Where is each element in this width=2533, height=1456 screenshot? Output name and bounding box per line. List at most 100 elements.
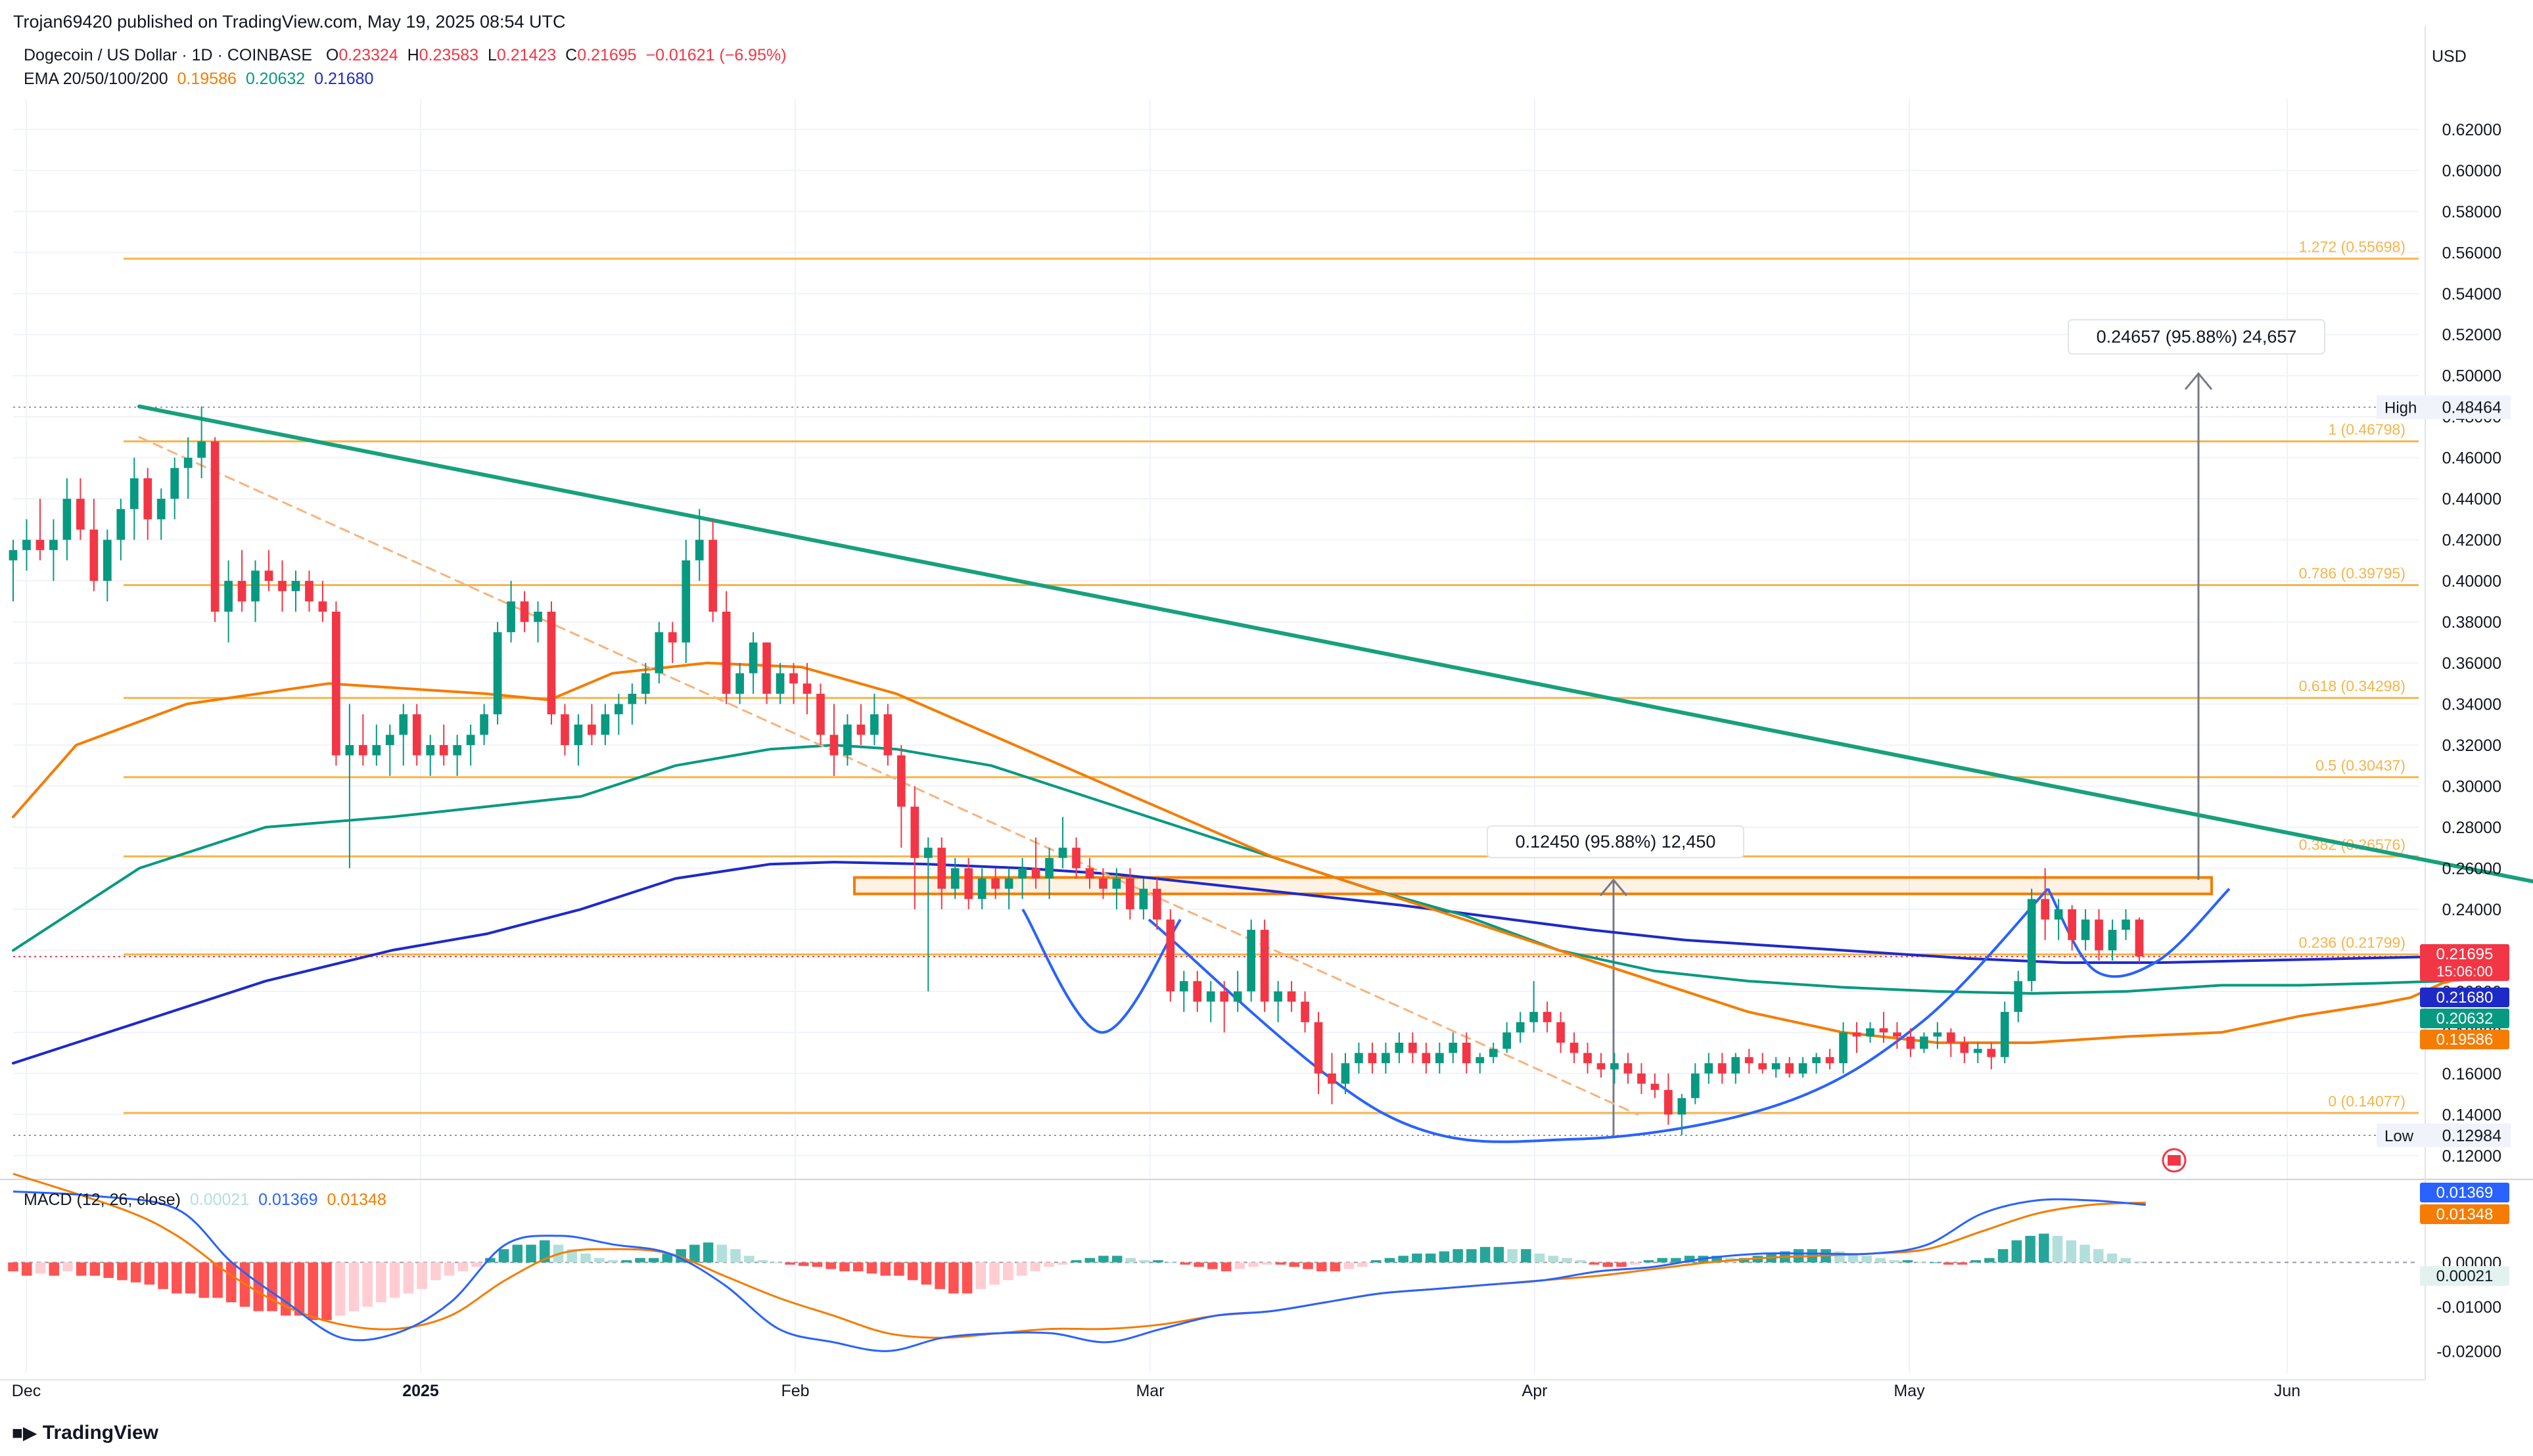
candle-body — [655, 632, 664, 673]
candle-body — [1462, 1042, 1471, 1064]
macd-histogram-bar — [894, 1262, 904, 1276]
measure-arrowhead — [1599, 878, 1628, 897]
candle-down — [883, 704, 893, 766]
macd-histogram-bar — [1847, 1253, 1859, 1263]
candle-up — [1933, 1022, 1942, 1049]
ema-legend[interactable]: EMA 20/50/100/200 0.19586 0.20632 0.2168… — [24, 70, 373, 89]
close-value: 0.21695 — [577, 46, 637, 64]
candle-body — [89, 530, 99, 581]
macd-histogram-bar — [1888, 1260, 1899, 1263]
macd-histogram-bar — [2093, 1249, 2104, 1263]
macd-line — [12, 1190, 2146, 1352]
candle-body — [170, 468, 179, 499]
candle-down — [709, 519, 718, 622]
candle-up — [1920, 1032, 1928, 1053]
price-tag — [2420, 1030, 2509, 1049]
resistance-zone — [853, 876, 2213, 896]
candle-up — [197, 406, 206, 478]
candle-down — [1569, 1032, 1579, 1064]
candle-up — [129, 457, 139, 540]
candle-body — [682, 560, 691, 643]
symbol-legend[interactable]: Dogecoin / US Dollar · 1D · COINBASE O0.… — [24, 46, 787, 65]
macd-histogram-bar — [1425, 1253, 1436, 1263]
time-tick-label: Mar — [1136, 1382, 1164, 1400]
candle-down — [547, 601, 556, 725]
macd-histogram-bar — [8, 1262, 18, 1271]
candle-body — [1650, 1083, 1660, 1090]
ema20-value: 0.19586 — [177, 70, 237, 88]
candle-body — [9, 550, 18, 560]
candle-body — [62, 499, 72, 540]
macd-histogram-bar — [2052, 1235, 2063, 1263]
symbol-name: Dogecoin / US Dollar · 1D · COINBASE — [24, 46, 313, 64]
macd-legend[interactable]: MACD (12, 26, close) 0.00021 0.01369 0.0… — [24, 1191, 386, 1210]
candle-up — [601, 704, 610, 745]
candle-body — [49, 539, 58, 551]
candle-body — [1973, 1049, 1982, 1053]
macd-histogram-bar — [921, 1262, 932, 1285]
candle-body — [615, 704, 623, 715]
candle-down — [1906, 1028, 1915, 1057]
candle-down — [1085, 857, 1094, 889]
candle-down — [1893, 1022, 1901, 1049]
candle-up — [9, 539, 18, 602]
macd-histogram-bar — [1916, 1262, 1926, 1263]
candle-up — [183, 437, 193, 499]
macd-histogram-bar — [1316, 1262, 1327, 1271]
candle-body — [1341, 1063, 1350, 1084]
macd-histogram-bar — [1970, 1260, 1981, 1263]
macd-histogram-bar — [580, 1253, 591, 1263]
macd-histogram-bar — [430, 1262, 441, 1281]
macd-histogram-bar — [471, 1262, 482, 1267]
macd-histogram-bar — [907, 1262, 918, 1281]
macd-histogram-bar — [498, 1249, 509, 1263]
macd-histogram-bar — [1589, 1262, 1600, 1265]
macd-histogram-bar — [1370, 1260, 1382, 1263]
candle-body — [1395, 1042, 1404, 1053]
candle-down — [856, 704, 866, 745]
macd-histogram-bar — [975, 1262, 987, 1289]
candle-down — [1193, 970, 1202, 1012]
candle-up — [1529, 981, 1538, 1033]
candle-down — [964, 857, 973, 909]
candle-up — [170, 457, 179, 520]
candle-down — [1153, 878, 1161, 930]
candle-down — [1287, 981, 1296, 1012]
candle-up — [480, 704, 488, 745]
price-tick-label: 0.24000 — [2442, 901, 2501, 919]
macd-histogram-bar — [1684, 1256, 1695, 1263]
fib-level-label: 0.786 (0.39795) — [2299, 564, 2405, 581]
candle-body — [1556, 1022, 1565, 1043]
macd-value-tag — [2420, 1266, 2509, 1286]
candle-body — [237, 581, 246, 602]
macd-histogram-bar — [1220, 1262, 1232, 1271]
macd-histogram-bar — [880, 1262, 891, 1276]
candle-body — [749, 642, 758, 673]
candle-body — [197, 441, 206, 458]
macd-histogram-bar — [1861, 1256, 1872, 1263]
price-tick-label: 0.16000 — [2442, 1065, 2501, 1083]
macd-histogram-bar — [2080, 1244, 2090, 1263]
candle-body — [1166, 919, 1175, 991]
candle-up — [466, 724, 475, 766]
candle-up — [62, 478, 72, 560]
macd-histogram-bar — [21, 1262, 32, 1276]
candle-body — [466, 735, 475, 745]
candle-body — [318, 601, 327, 612]
candle-up — [156, 488, 166, 540]
candle-down — [816, 683, 825, 745]
candle-down — [896, 745, 906, 848]
candle-up — [870, 693, 879, 745]
ema20-line — [12, 662, 2507, 1044]
candle-down — [89, 499, 99, 591]
candle-up — [507, 581, 515, 643]
candle-body — [1476, 1057, 1485, 1064]
candle-up — [977, 868, 987, 909]
price-tick-label: 0.56000 — [2442, 244, 2501, 262]
macd-histogram-bar — [1194, 1262, 1204, 1267]
candle-body — [224, 581, 233, 612]
candle-up — [1355, 1042, 1363, 1074]
candle-up — [628, 683, 637, 725]
currency-button[interactable]: USD — [2432, 47, 2467, 66]
